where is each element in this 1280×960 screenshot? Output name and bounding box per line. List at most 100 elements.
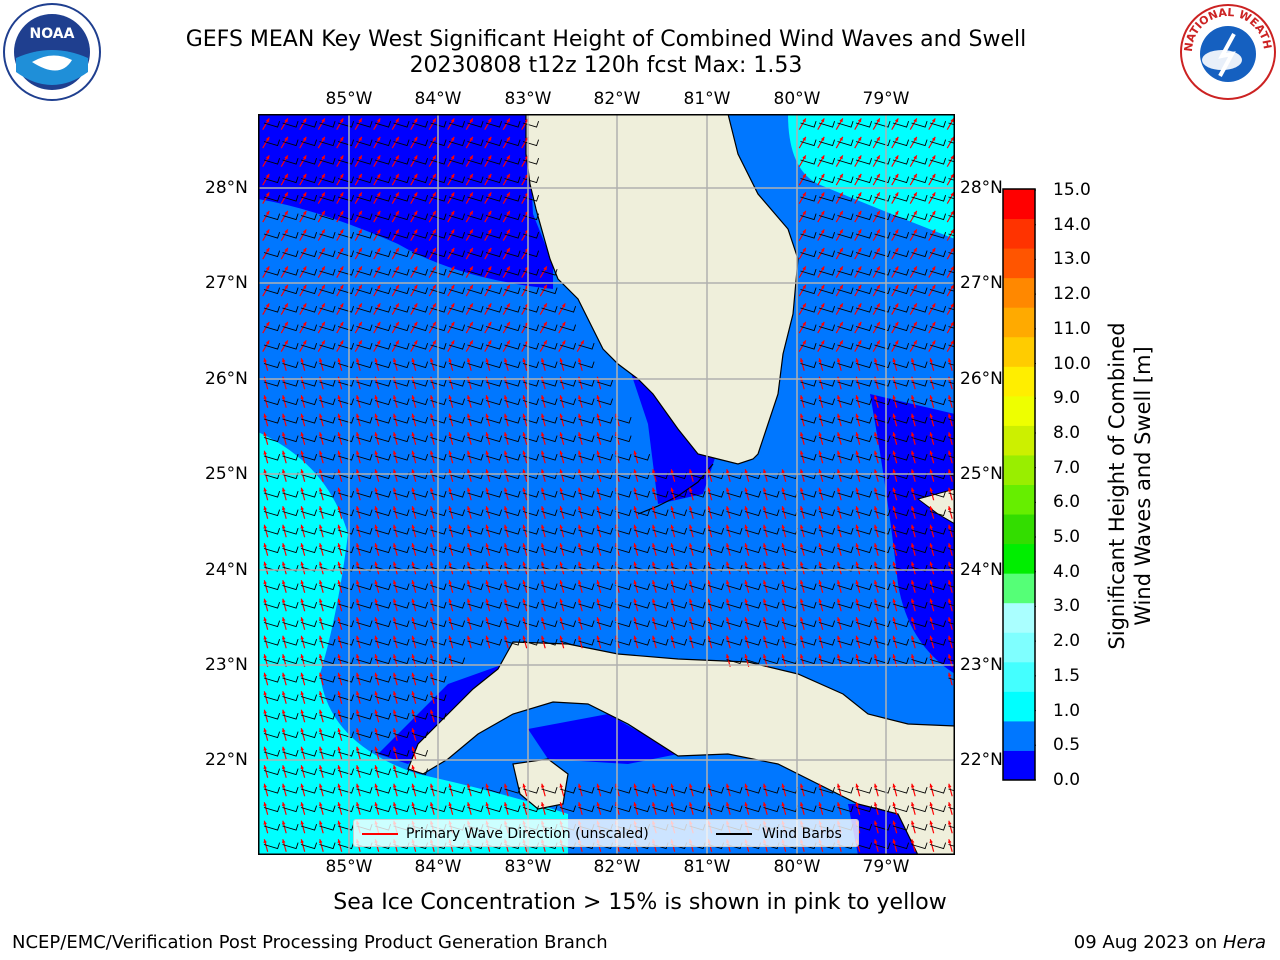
wind-barb [837,268,854,276]
wind-barb [929,805,947,813]
wind-barb [800,657,817,665]
lon-label: 83°W [504,857,552,877]
wind-barb [356,250,373,258]
wave-arrow-head [355,654,360,659]
wind-barb [596,416,614,424]
wind-barb [948,141,955,144]
wave-arrow-head [284,340,288,345]
wind-barb [800,324,817,332]
wave-arrow-head [432,136,436,141]
wind-barb [467,176,484,184]
wave-arrow-head [522,432,526,437]
colorbar-segment [1003,307,1035,338]
wind-barb [411,157,429,165]
wind-barb [892,435,910,443]
wind-barb [911,601,928,609]
wind-barb [948,233,955,237]
wave-arrow-head [487,210,492,215]
wind-barb [319,139,336,147]
wave-arrow-head [450,284,455,289]
wind-barb [485,546,503,554]
wave-arrow-head [799,598,804,603]
wind-barb [874,213,891,221]
lon-label: 80°W [773,89,821,109]
wave-arrow-head [633,469,637,474]
wind-barb [652,786,669,794]
wind-barb [929,194,947,202]
wind-barb [356,583,373,591]
wind-barb [282,675,299,683]
wind-barb [374,194,392,202]
wind-barb [393,583,410,591]
wave-arrow-head [892,395,896,400]
wind-barb [874,139,891,147]
wind-barb [707,805,725,813]
wind-barb [393,287,410,295]
wave-arrow-head [263,543,267,548]
wind-barb [300,823,318,831]
wave-arrow-head [263,469,267,474]
wave-arrow-head [411,543,415,548]
colorbar-tick-label: 8.0 [1053,422,1081,443]
wave-arrow-head [485,561,489,566]
wind-barb [282,842,299,850]
wave-arrow-head [503,487,508,492]
wind-barb [393,120,410,128]
wind-barb [356,749,373,757]
wave-arrow-head [355,524,360,529]
wind-barb [300,213,318,221]
wind-barb [448,194,466,202]
wind-barb [263,416,281,424]
wind-barb [467,324,484,332]
wind-barb [319,287,336,295]
wave-arrow-head [265,340,270,345]
wind-barb [892,583,910,591]
wave-arrow-head [836,635,841,640]
wind-barb [411,231,429,239]
wave-arrow-head [762,524,767,529]
wave-arrow-head [318,580,323,585]
wind-barb [448,435,466,443]
wave-arrow-head [836,580,841,585]
wave-arrow-head [522,506,526,511]
lat-label: 27°N [205,273,248,293]
wind-barb [874,657,891,665]
wave-arrow-head [321,303,325,308]
wave-arrow-head [947,598,952,603]
wave-arrow-head [411,432,415,437]
wind-barb [319,379,336,387]
wave-arrow-head [781,617,785,622]
wind-barb [948,381,955,385]
wind-barb [855,546,873,554]
wave-arrow-head [725,635,730,640]
wind-barb [948,659,955,662]
wave-arrow-head [522,635,526,640]
wave-arrow-head [374,709,378,714]
wind-barb [300,509,318,517]
wave-arrow-head [929,358,933,363]
map-panel[interactable] [258,114,955,855]
wave-arrow-head [281,654,286,659]
wave-arrow-head [707,635,711,640]
wind-barb [374,157,392,165]
wind-barb [578,453,595,461]
wind-barb [448,490,466,498]
wave-arrow-head [337,506,341,511]
wave-arrow-head [802,192,806,197]
wind-barb [689,509,706,517]
wind-barb [282,583,299,591]
wind-barb [892,139,910,147]
wave-arrow-head [596,524,600,529]
wind-barb [467,564,484,572]
wave-arrow-head [522,580,526,585]
wave-arrow-head [466,395,471,400]
wind-barb [837,250,854,258]
wave-arrow-head [577,395,582,400]
wind-barb [319,546,336,554]
wind-barb [837,213,854,221]
wind-barb [670,509,688,517]
wind-barb [263,564,281,572]
wind-barb [319,657,336,665]
wind-barb [911,250,928,258]
wave-arrow-head [300,728,304,733]
